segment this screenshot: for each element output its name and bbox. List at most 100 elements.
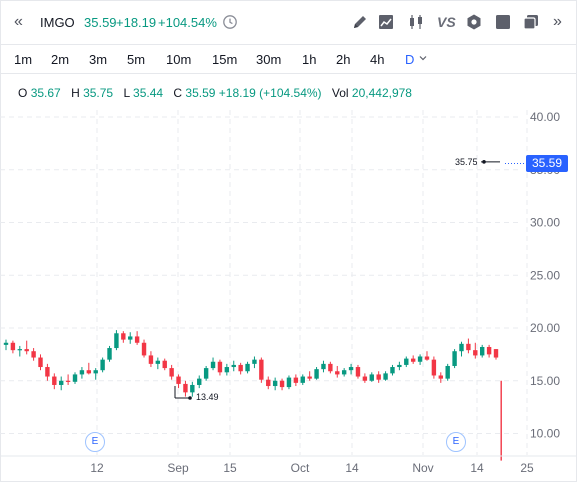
candle-body — [266, 379, 271, 387]
candle-body — [259, 359, 264, 380]
earnings-badge[interactable]: E — [446, 432, 466, 452]
candle-body — [141, 342, 147, 356]
candle-body — [473, 350, 478, 356]
y-axis-tick-label: 10.00 — [530, 427, 560, 441]
y-axis-tick-label: 30.00 — [530, 216, 560, 230]
volume-value: 20,442,978 — [351, 86, 412, 100]
interval-2m[interactable]: 2m — [51, 52, 70, 67]
x-axis-tick-label: 14 — [470, 461, 484, 475]
low-marker-label: 13.49 — [196, 392, 219, 402]
candle-body — [376, 374, 381, 380]
high-marker-dot — [482, 160, 486, 164]
candle-body — [210, 361, 216, 369]
chevron-down-icon[interactable] — [418, 53, 428, 63]
candle-body — [272, 380, 278, 387]
candle-body — [203, 368, 209, 379]
collapse-panel-button[interactable]: « — [14, 13, 23, 30]
interval-d[interactable]: D — [405, 52, 415, 67]
candle-body — [445, 365, 450, 379]
candle-body — [431, 359, 437, 376]
duplicate-icon[interactable] — [522, 13, 540, 31]
interval-5m[interactable]: 5m — [127, 52, 146, 67]
candle-body — [300, 376, 305, 383]
candle-body — [59, 380, 64, 385]
candle-body — [417, 356, 423, 362]
candle-body — [86, 370, 92, 374]
candle-body — [107, 348, 112, 360]
interval-10m[interactable]: 10m — [166, 52, 192, 67]
low-value: 35.44 — [133, 86, 164, 100]
candle-body — [190, 384, 195, 393]
candle-body — [245, 363, 250, 372]
low-label: L — [123, 86, 130, 100]
candlestick-icon[interactable] — [407, 13, 425, 31]
candle-body — [238, 364, 243, 372]
candle-body — [341, 370, 347, 375]
y-axis-tick-label: 20.00 — [530, 321, 560, 335]
volume-bar — [500, 380, 502, 461]
candle-body — [466, 343, 471, 351]
interval-1m[interactable]: 1m — [14, 52, 33, 67]
candle-body — [307, 376, 312, 379]
candle-body — [410, 358, 416, 362]
open-value: 35.67 — [30, 86, 61, 100]
candle-body — [93, 370, 98, 374]
candle-body — [197, 378, 202, 385]
symbol-name[interactable]: IMGO — [40, 15, 75, 30]
candle-body — [72, 374, 78, 382]
candle-body — [424, 356, 430, 360]
candle-body — [314, 369, 319, 379]
candle-body — [169, 368, 174, 377]
candle-body — [438, 375, 443, 379]
interval-3m[interactable]: 3m — [89, 52, 108, 67]
candle-body — [383, 373, 388, 380]
candle-body — [362, 376, 368, 381]
candle-body — [321, 363, 326, 370]
price-change-percent: +104.54% — [158, 15, 217, 30]
interval-30m[interactable]: 30m — [256, 52, 282, 67]
candle-body — [52, 376, 57, 385]
clock-icon[interactable] — [222, 14, 238, 30]
interval-2h[interactable]: 2h — [336, 52, 351, 67]
candle-body — [100, 359, 105, 371]
x-axis-tick-label: Oct — [291, 461, 310, 475]
interval-15m[interactable]: 15m — [212, 52, 238, 67]
volume-label: Vol — [331, 86, 349, 100]
y-axis-tick-label: 25.00 — [530, 268, 560, 282]
last-price-tag: 35.59 — [526, 155, 568, 172]
interval-bar: 1m 2m 3m 5m 10m 15m 30m 1h 2h 4h D — [0, 44, 577, 74]
expand-panel-button[interactable]: » — [553, 13, 562, 30]
high-value: 35.75 — [83, 86, 114, 100]
candle-body — [45, 367, 50, 377]
candle-body — [452, 351, 457, 366]
candle-body — [279, 380, 285, 388]
candle-body — [231, 364, 236, 368]
candle-body — [286, 377, 292, 388]
earnings-badge[interactable]: E — [85, 432, 105, 452]
candle-body — [65, 380, 71, 382]
candle-body — [114, 333, 119, 349]
price-chart[interactable]: 40.0035.0030.0025.0020.0015.0010.0012Sep… — [0, 76, 577, 482]
candle-body — [479, 346, 485, 356]
interval-4h[interactable]: 4h — [370, 52, 385, 67]
x-axis-tick-label: 15 — [223, 461, 237, 475]
header-toolbar: « IMGO 35.59 +18.19 +104.54% VS » — [0, 0, 577, 44]
area-chart-icon[interactable] — [377, 13, 395, 31]
candle-body — [293, 377, 299, 383]
x-axis-tick-label: 14 — [345, 461, 359, 475]
pencil-icon[interactable] — [351, 13, 369, 31]
close-change: +18.19 (+104.54%) — [218, 86, 322, 100]
candle-body — [31, 351, 36, 358]
interval-1h[interactable]: 1h — [302, 52, 317, 67]
candle-body — [328, 363, 333, 372]
candle-body — [486, 346, 492, 355]
compare-symbol-button[interactable]: VS — [437, 14, 456, 30]
candle-body — [369, 374, 374, 381]
candle-body — [176, 376, 181, 384]
last-price: 35.59 — [84, 15, 117, 30]
square-icon[interactable] — [494, 13, 512, 31]
x-axis-tick-label: Nov — [412, 461, 433, 475]
candle-body — [183, 383, 188, 393]
settings-hexagon-icon[interactable] — [465, 13, 483, 31]
candle-body — [493, 349, 499, 358]
